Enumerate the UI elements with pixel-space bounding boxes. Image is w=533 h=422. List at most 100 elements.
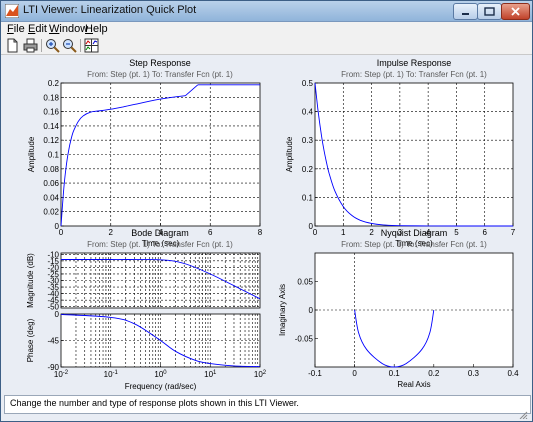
y-tick-label: 0.5 [302, 79, 314, 88]
title-bar[interactable]: LTI Viewer: Linearization Quick Plot [1, 1, 532, 22]
toolbar-separator [41, 39, 42, 52]
x-axis-label: Time (sec) [142, 239, 180, 248]
x-tick-label: -0.1 [308, 369, 322, 378]
x-axis-label: Frequency (rad/sec) [125, 382, 197, 391]
x-tick-label: 2 [369, 228, 374, 237]
y-tick-label: -40 [47, 290, 59, 299]
step-response-axes[interactable]: Step Response From: Step (pt. 1) To: Tran… [27, 58, 263, 248]
phase-y-axis-label: Phase (deg) [26, 318, 35, 362]
x-tick-label: 6 [482, 228, 487, 237]
menu-file-rest: ile [13, 23, 25, 35]
nyquist-diagram-axes[interactable]: Nyquist Diagram From: Step (pt. 1) To: Tr… [278, 228, 519, 389]
menu-file-mnemonic: F [7, 23, 14, 35]
y-tick-label: 0.2 [48, 79, 60, 88]
menu-window-rest: indow [59, 23, 89, 35]
x-tick-label: 10-2 [54, 370, 69, 379]
maximize-button[interactable] [477, 3, 502, 20]
response-curve [60, 95, 186, 227]
y-tick-label: -25 [47, 270, 59, 279]
matlab-logo-icon [5, 4, 19, 18]
x-axis-label: Real Axis [397, 380, 430, 389]
x-tick-label: 8 [258, 228, 263, 237]
x-tick-label: 1 [341, 228, 346, 237]
y-tick-label: 0.08 [43, 165, 59, 174]
minimize-button[interactable] [453, 3, 478, 20]
y-axis-label: Imaginary Axis [278, 284, 287, 336]
axes-frame [314, 82, 514, 227]
menu-window[interactable]: Window [49, 23, 88, 35]
y-tick-label: 0.18 [43, 93, 59, 102]
x-tick-label: 0.3 [468, 369, 480, 378]
x-tick-label: 101 [204, 370, 217, 379]
impulse-response-axes[interactable]: Impulse Response From: Step (pt. 1) To: T… [285, 58, 516, 248]
x-tick-label: 2 [109, 228, 114, 237]
response-curve [314, 82, 513, 227]
menu-edit-mnemonic: E [28, 23, 36, 35]
x-tick-label: 0 [352, 369, 357, 378]
x-tick-label: 7 [511, 228, 516, 237]
zoom-in-icon[interactable] [45, 38, 60, 53]
y-tick-label: -90 [47, 363, 59, 372]
status-bar: Change the number and type of response p… [4, 395, 531, 414]
toolbar-separator [80, 39, 81, 52]
menu-window-mnemonic: W [49, 23, 60, 35]
y-tick-label: 0.2 [302, 165, 314, 174]
menu-help-rest: elp [92, 23, 108, 35]
y-tick-label: -35 [47, 283, 59, 292]
phase-curve [60, 313, 261, 368]
new-figure-icon[interactable] [5, 38, 20, 53]
axes-subtitle: From: Step (pt. 1) To: Transfer Fcn (pt.… [87, 240, 233, 249]
menu-help[interactable]: Help [85, 23, 108, 35]
maximize-icon [484, 7, 495, 16]
y-tick-label: 0.04 [43, 193, 59, 202]
magnitude-curve [61, 259, 261, 300]
plot-configurations-icon[interactable] [84, 38, 99, 53]
axes-subtitle: From: Step (pt. 1) To: Transfer Fcn (pt.… [87, 70, 233, 79]
y-tick-label: 0.05 [297, 278, 313, 287]
response-plots: Step Response From: Step (pt. 1) To: Tran… [26, 58, 519, 391]
y-tick-label: -45 [47, 296, 59, 305]
x-tick-label: 4 [158, 228, 163, 237]
y-tick-label: 0.12 [43, 136, 59, 145]
y-tick-label: 0.3 [302, 136, 314, 145]
y-tick-label: -10 [47, 250, 59, 259]
y-tick-label: -30 [47, 277, 59, 286]
x-tick-label: 5 [454, 228, 459, 237]
resize-grip-icon[interactable] [518, 410, 528, 419]
y-tick-label: -45 [47, 337, 59, 346]
close-button[interactable] [501, 3, 530, 20]
menu-file[interactable]: File [7, 23, 25, 35]
y-axis-label: Amplitude [27, 136, 36, 172]
x-tick-label: 0.2 [428, 369, 440, 378]
x-tick-label: 0.1 [389, 369, 401, 378]
menu-help-mnemonic: H [85, 23, 93, 35]
x-tick-label: 4 [426, 228, 431, 237]
axes-title: Impulse Response [377, 58, 452, 68]
response-curve [354, 309, 435, 368]
y-tick-label: 0.06 [43, 179, 59, 188]
zoom-out-icon[interactable] [62, 38, 77, 53]
axes-title: Bode Diagram [131, 228, 189, 238]
y-tick-label: -15 [47, 257, 59, 266]
y-tick-label: 0 [55, 310, 60, 319]
menu-edit-rest: dit [35, 23, 47, 35]
y-tick-label: -0.05 [295, 335, 314, 344]
print-icon[interactable] [23, 38, 38, 53]
menu-edit[interactable]: Edit [28, 23, 47, 35]
bode-diagram-axes[interactable]: Bode Diagram From: Step (pt. 1) To: Trans… [26, 228, 267, 391]
y-tick-label: 0.16 [43, 108, 59, 117]
y-axis-label: Amplitude [285, 136, 294, 172]
window-title: LTI Viewer: Linearization Quick Plot [23, 4, 197, 16]
x-tick-label: 3 [398, 228, 403, 237]
axes-subtitle: From: Step (pt. 1) To: Transfer Fcn (pt.… [341, 240, 487, 249]
y-tick-label: 0 [309, 222, 314, 231]
y-tick-label: 0.1 [48, 151, 60, 160]
axes-title: Step Response [129, 58, 191, 68]
x-tick-label: 10-1 [104, 370, 119, 379]
y-tick-label: 0.14 [43, 122, 59, 131]
toolbar [1, 37, 532, 55]
y-tick-label: 0.1 [302, 193, 314, 202]
status-text: Change the number and type of response p… [10, 398, 299, 408]
x-tick-label: 100 [154, 370, 167, 379]
